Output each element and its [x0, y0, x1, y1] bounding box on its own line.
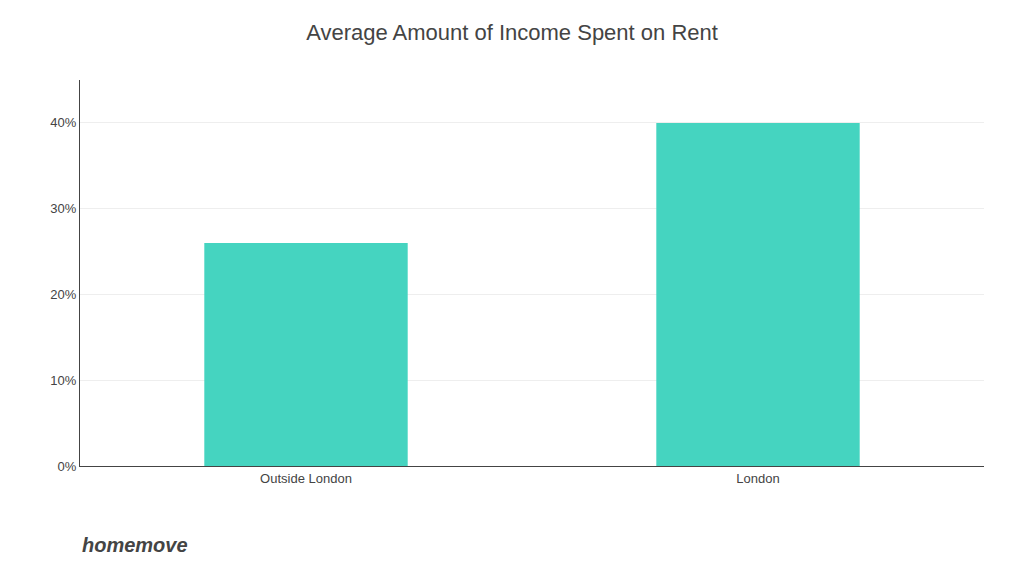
svg-text:Average Amount of Income Spent: Average Amount of Income Spent on Rent: [306, 20, 718, 45]
svg-text:0%: 0%: [58, 459, 77, 474]
svg-text:London: London: [736, 471, 779, 486]
svg-text:20%: 20%: [50, 287, 76, 302]
svg-text:40%: 40%: [50, 115, 76, 130]
svg-text:Outside London: Outside London: [260, 471, 352, 486]
svg-text:30%: 30%: [50, 201, 76, 216]
svg-text:10%: 10%: [50, 373, 76, 388]
svg-text:homemove: homemove: [82, 534, 188, 556]
